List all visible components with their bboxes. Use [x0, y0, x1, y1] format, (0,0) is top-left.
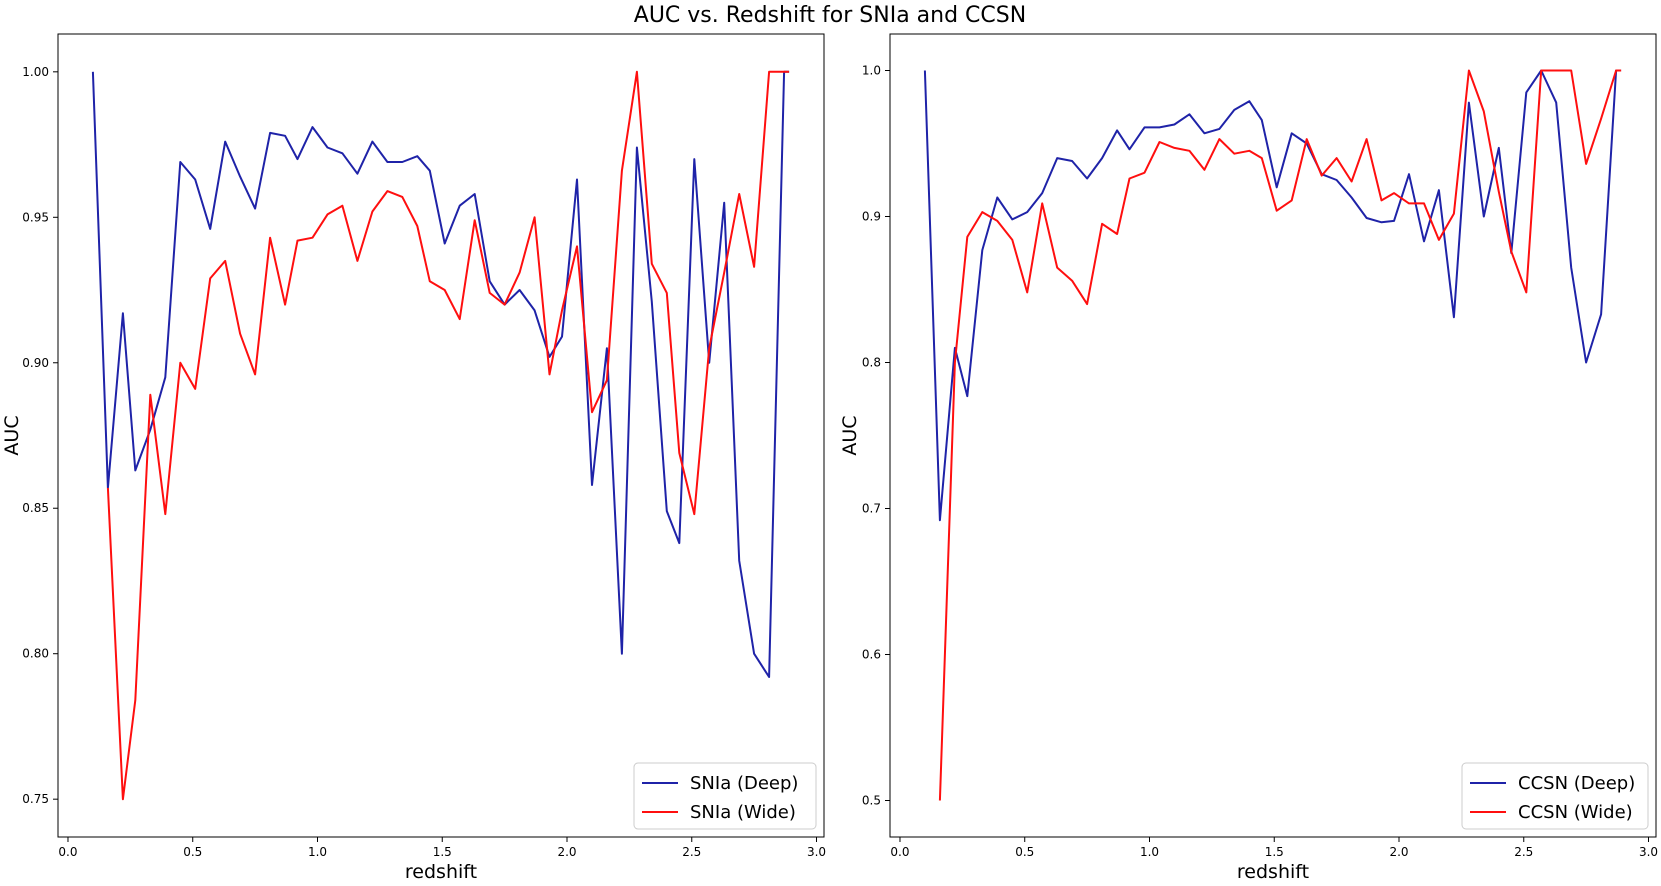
legend-entry-label: SNIa (Wide) — [690, 802, 796, 823]
y-tick-label: 0.8 — [862, 356, 881, 370]
x-tick-label: 1.5 — [433, 845, 452, 859]
y-tick-label: 0.75 — [22, 792, 49, 806]
y-tick-label: 0.85 — [22, 501, 49, 515]
plot-area-frame — [57, 33, 825, 838]
legend: CCSN (Deep) CCSN (Wide) — [1461, 762, 1649, 830]
series-line-snia-wide — [106, 70, 790, 801]
x-tick-label: 0.5 — [183, 845, 202, 859]
series-line-ccsn-wide — [938, 69, 1622, 801]
y-tick-label: 0.80 — [22, 647, 49, 661]
legend-box — [1461, 762, 1649, 830]
x-tick-label: 0.0 — [890, 845, 909, 859]
y-axis-label: AUC — [1, 415, 23, 455]
x-tick-label: 1.0 — [308, 845, 327, 859]
y-tick-label: 0.5 — [862, 794, 881, 808]
x-tick-label: 0.0 — [58, 845, 77, 859]
y-axis-label: AUC — [839, 415, 861, 455]
legend-entry-label: CCSN (Deep) — [1518, 773, 1635, 794]
y-tick-label: 1.0 — [862, 64, 881, 78]
x-axis-label: redshift — [405, 861, 477, 883]
y-tick-label: 0.90 — [22, 356, 49, 370]
x-tick-label: 1.0 — [1140, 845, 1159, 859]
x-tick-label: 0.5 — [1015, 845, 1034, 859]
x-tick-label: 2.5 — [1514, 845, 1533, 859]
chart-panel-ccsn: 0.0 0.5 1.0 1.5 2.0 2.5 3.0 0.5 0.6 0.7 0.8 0.9 1.0 r… — [839, 33, 1658, 883]
y-tick-label: 0.6 — [862, 648, 881, 662]
chart-panel-snia: 0.0 0.5 1.0 1.5 2.0 2.5 3.0 0.75 0.80 0.85 0.90 0.9… — [1, 33, 826, 883]
x-tick-label: 3.0 — [1639, 845, 1658, 859]
plot-area-frame — [889, 33, 1657, 838]
legend: SNIa (Deep) SNIa (Wide) — [633, 762, 817, 830]
figure-title: AUC vs. Redshift for SNIa and CCSN — [634, 3, 1026, 28]
legend-entry-label: SNIa (Deep) — [690, 773, 798, 794]
x-axis-label: redshift — [1237, 861, 1309, 883]
x-tick-label: 3.0 — [807, 845, 826, 859]
y-tick-label: 1.00 — [22, 65, 49, 79]
y-tick-label: 0.95 — [22, 210, 49, 224]
series-line-snia-deep — [91, 70, 790, 678]
series-line-ccsn-deep — [923, 69, 1622, 522]
legend-entry-label: CCSN (Wide) — [1518, 802, 1633, 823]
x-tick-label: 1.5 — [1265, 845, 1284, 859]
x-tick-label: 2.0 — [557, 845, 576, 859]
legend-box — [633, 762, 817, 830]
y-tick-label: 0.7 — [862, 502, 881, 516]
x-tick-label: 2.5 — [682, 845, 701, 859]
y-tick-label: 0.9 — [862, 210, 881, 224]
x-tick-label: 2.0 — [1389, 845, 1408, 859]
